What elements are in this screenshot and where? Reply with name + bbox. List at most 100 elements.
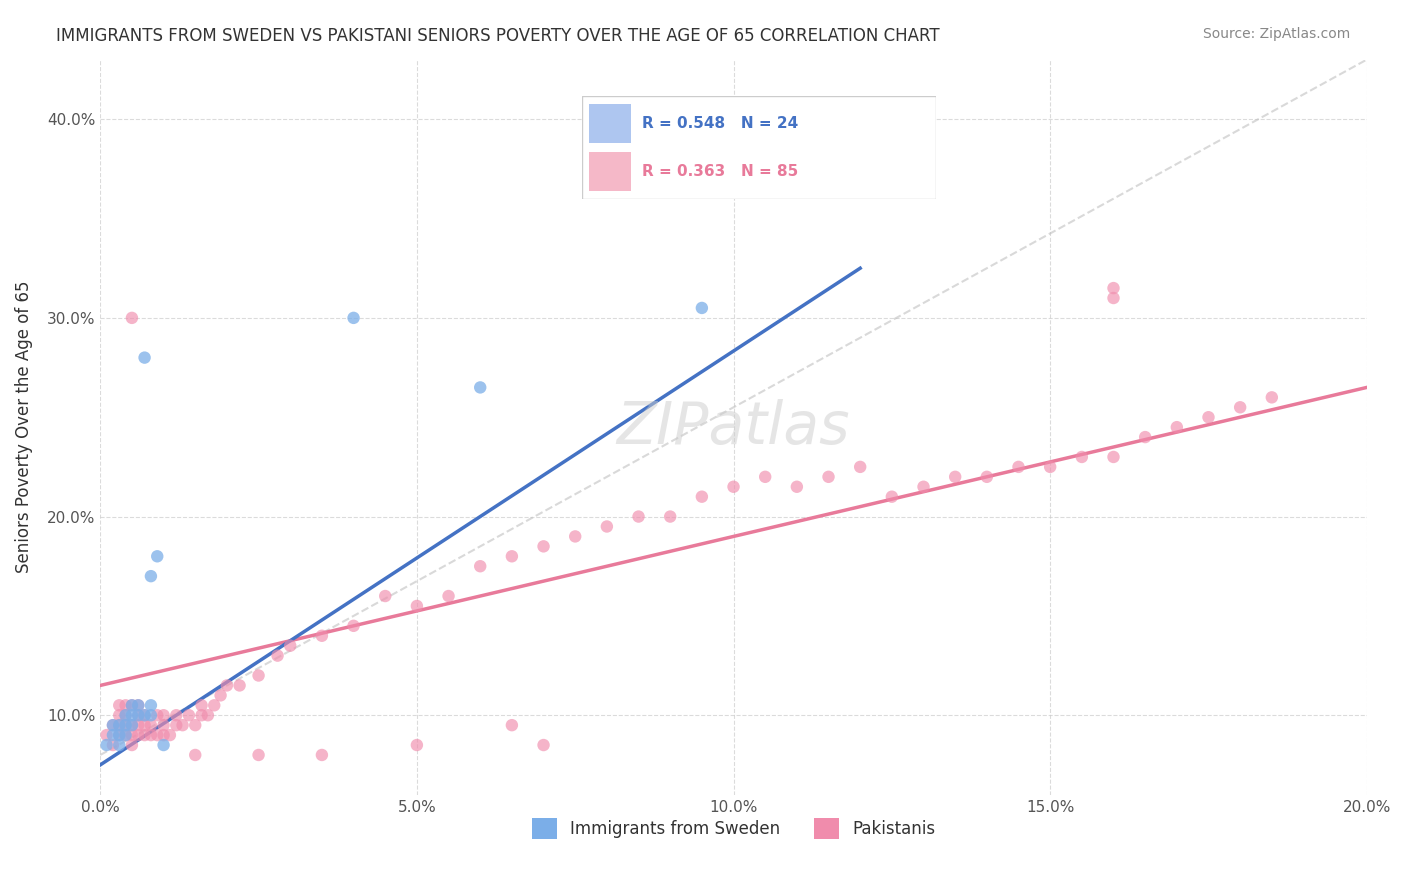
Point bbox=[470, 559, 492, 574]
Point bbox=[127, 728, 149, 742]
Point bbox=[114, 708, 136, 723]
Point bbox=[101, 718, 124, 732]
Point bbox=[121, 728, 143, 742]
Point bbox=[108, 698, 131, 713]
Text: ZIPatlas: ZIPatlas bbox=[617, 399, 851, 456]
Point bbox=[690, 301, 713, 315]
Legend: Immigrants from Sweden, Pakistanis: Immigrants from Sweden, Pakistanis bbox=[526, 812, 942, 846]
Point bbox=[197, 708, 219, 723]
Point bbox=[165, 718, 187, 732]
Point bbox=[311, 747, 333, 762]
Point bbox=[880, 490, 903, 504]
Point bbox=[202, 698, 225, 713]
Point bbox=[501, 549, 523, 564]
Point bbox=[114, 718, 136, 732]
Point bbox=[1039, 459, 1062, 474]
Point bbox=[1133, 430, 1156, 444]
Point bbox=[114, 718, 136, 732]
Point bbox=[108, 708, 131, 723]
Point bbox=[101, 728, 124, 742]
Point bbox=[139, 698, 162, 713]
Point bbox=[108, 738, 131, 752]
Point bbox=[406, 738, 429, 752]
Point bbox=[228, 678, 250, 692]
Point bbox=[1102, 450, 1125, 464]
Point bbox=[146, 708, 169, 723]
Point bbox=[114, 728, 136, 742]
Point bbox=[134, 708, 156, 723]
Point bbox=[501, 718, 523, 732]
Point bbox=[209, 689, 232, 703]
Point bbox=[134, 728, 156, 742]
Point bbox=[190, 708, 212, 723]
Point bbox=[627, 509, 650, 524]
Point bbox=[139, 718, 162, 732]
Point bbox=[754, 470, 776, 484]
Point bbox=[190, 698, 212, 713]
Point bbox=[943, 470, 966, 484]
Point bbox=[564, 529, 586, 543]
Point bbox=[184, 718, 207, 732]
Point bbox=[139, 708, 162, 723]
Point bbox=[1166, 420, 1188, 434]
Point bbox=[108, 728, 131, 742]
Point bbox=[165, 708, 187, 723]
Point bbox=[247, 747, 270, 762]
Point bbox=[311, 629, 333, 643]
Point bbox=[127, 698, 149, 713]
Point bbox=[114, 708, 136, 723]
Point bbox=[1102, 281, 1125, 295]
Point bbox=[127, 708, 149, 723]
Point bbox=[134, 708, 156, 723]
Point bbox=[247, 668, 270, 682]
Point bbox=[152, 718, 174, 732]
Text: IMMIGRANTS FROM SWEDEN VS PAKISTANI SENIORS POVERTY OVER THE AGE OF 65 CORRELATI: IMMIGRANTS FROM SWEDEN VS PAKISTANI SENI… bbox=[56, 27, 939, 45]
Point bbox=[121, 708, 143, 723]
Point bbox=[786, 480, 808, 494]
Point bbox=[121, 738, 143, 752]
Point bbox=[266, 648, 288, 663]
Point bbox=[1102, 291, 1125, 305]
Point bbox=[159, 728, 181, 742]
Point bbox=[121, 698, 143, 713]
Point bbox=[342, 310, 364, 325]
Point bbox=[437, 589, 460, 603]
Point bbox=[406, 599, 429, 613]
Point bbox=[374, 589, 396, 603]
Point bbox=[342, 619, 364, 633]
Point bbox=[1070, 450, 1092, 464]
Point bbox=[152, 738, 174, 752]
Point bbox=[101, 718, 124, 732]
Point bbox=[96, 738, 118, 752]
Point bbox=[146, 728, 169, 742]
Point bbox=[101, 738, 124, 752]
Point bbox=[121, 718, 143, 732]
Point bbox=[849, 459, 872, 474]
Point bbox=[177, 708, 200, 723]
Point bbox=[146, 549, 169, 564]
Point bbox=[1198, 410, 1220, 425]
Point bbox=[470, 380, 492, 394]
Point bbox=[1261, 390, 1284, 404]
Point bbox=[215, 678, 238, 692]
Point bbox=[139, 728, 162, 742]
Point bbox=[152, 708, 174, 723]
Point bbox=[108, 728, 131, 742]
Point bbox=[184, 747, 207, 762]
Point bbox=[1007, 459, 1029, 474]
Point bbox=[172, 718, 194, 732]
Point bbox=[596, 519, 619, 533]
Point bbox=[533, 540, 555, 554]
Point bbox=[1229, 401, 1251, 415]
Point bbox=[121, 718, 143, 732]
Point bbox=[533, 738, 555, 752]
Point bbox=[121, 698, 143, 713]
Point bbox=[134, 718, 156, 732]
Point bbox=[912, 480, 935, 494]
Point bbox=[108, 718, 131, 732]
Point bbox=[659, 509, 682, 524]
Point bbox=[96, 728, 118, 742]
Point bbox=[690, 490, 713, 504]
Point bbox=[152, 728, 174, 742]
Point bbox=[108, 718, 131, 732]
